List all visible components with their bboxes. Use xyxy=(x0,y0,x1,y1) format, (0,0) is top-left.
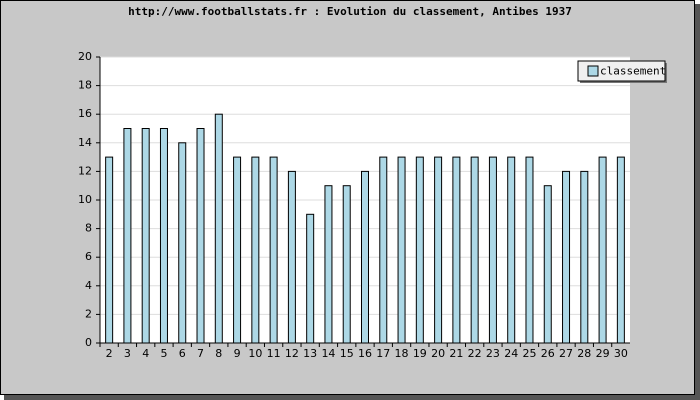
bar xyxy=(470,156,479,344)
x-tick-label: 21 xyxy=(449,347,463,360)
bar xyxy=(415,156,424,344)
x-tick-label: 27 xyxy=(559,347,573,360)
x-tick-label: 11 xyxy=(267,347,281,360)
bar xyxy=(141,128,150,344)
y-tick-label: 8 xyxy=(85,222,92,235)
x-tick-label: 7 xyxy=(197,347,204,360)
x-tick-label: 13 xyxy=(303,347,317,360)
x-tick-label: 2 xyxy=(106,347,113,360)
y-tick-label: 2 xyxy=(85,307,92,320)
bar xyxy=(178,142,187,344)
bar xyxy=(507,156,516,344)
bar xyxy=(580,170,589,344)
x-tick-label: 28 xyxy=(577,347,591,360)
x-tick-label: 8 xyxy=(215,347,222,360)
x-tick-label: 26 xyxy=(541,347,555,360)
x-tick-label: 9 xyxy=(234,347,241,360)
x-tick-label: 30 xyxy=(614,347,628,360)
bar xyxy=(598,156,607,344)
bar xyxy=(452,156,461,344)
y-tick-label: 16 xyxy=(78,107,92,120)
legend-label: classement xyxy=(600,65,666,78)
bar xyxy=(306,213,315,344)
chart-title: http://www.footballstats.fr : Evolution … xyxy=(128,5,572,18)
x-tick-label: 6 xyxy=(179,347,186,360)
x-tick-label: 24 xyxy=(504,347,518,360)
x-tick-label: 23 xyxy=(486,347,500,360)
bar xyxy=(251,156,260,344)
bar xyxy=(214,113,223,344)
bar xyxy=(269,156,278,344)
bar xyxy=(105,156,114,344)
y-tick-label: 12 xyxy=(78,164,92,177)
x-tick-label: 17 xyxy=(376,347,390,360)
y-tick-label: 10 xyxy=(78,193,92,206)
bar xyxy=(562,170,571,344)
bar xyxy=(287,170,296,344)
bar xyxy=(379,156,388,344)
bar xyxy=(342,185,351,344)
x-tick-label: 10 xyxy=(248,347,262,360)
bar xyxy=(159,128,168,344)
bar xyxy=(543,185,552,344)
y-tick-label: 20 xyxy=(78,50,92,63)
x-tick-label: 4 xyxy=(142,347,149,360)
bar xyxy=(361,170,369,344)
legend-swatch xyxy=(587,65,599,77)
x-tick-label: 20 xyxy=(431,347,445,360)
x-tick-label: 19 xyxy=(413,347,427,360)
x-tick-label: 29 xyxy=(596,347,610,360)
bar xyxy=(196,128,205,344)
bar xyxy=(324,185,333,344)
bar xyxy=(434,156,443,344)
legend-box xyxy=(577,60,666,82)
bar xyxy=(616,156,625,344)
y-tick-label: 14 xyxy=(78,136,92,149)
x-tick-label: 5 xyxy=(160,347,167,360)
x-tick-label: 12 xyxy=(285,347,299,360)
y-tick-label: 0 xyxy=(85,336,92,349)
bar xyxy=(525,156,534,344)
x-tick-label: 22 xyxy=(468,347,482,360)
y-tick-label: 6 xyxy=(85,250,92,263)
bar xyxy=(233,156,242,344)
x-tick-label: 18 xyxy=(395,347,409,360)
bar xyxy=(123,128,132,344)
y-tick-label: 18 xyxy=(78,79,92,92)
x-tick-label: 3 xyxy=(124,347,131,360)
y-tick-label: 4 xyxy=(85,279,92,292)
x-tick-label: 15 xyxy=(340,347,354,360)
bar xyxy=(488,156,497,344)
x-tick-label: 25 xyxy=(522,347,536,360)
x-tick-label: 14 xyxy=(321,347,335,360)
x-tick-label: 16 xyxy=(358,347,372,360)
bar xyxy=(397,156,406,344)
